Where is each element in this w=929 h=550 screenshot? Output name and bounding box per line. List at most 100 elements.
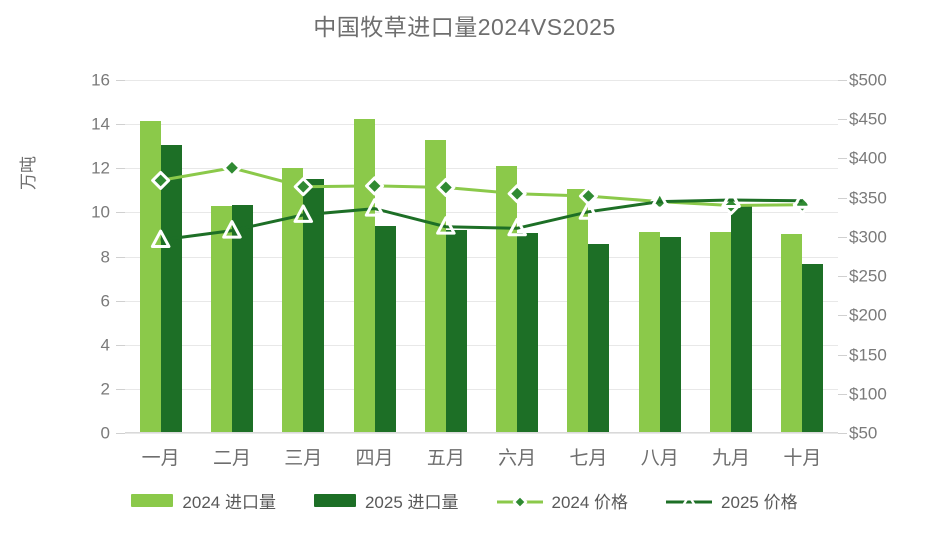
plot-area [116,80,847,434]
y2-axis-tick [838,119,847,121]
y2-axis-tick-label: $350 [849,188,887,208]
gridline [125,80,838,81]
triangle-marker-icon[interactable] [792,190,813,209]
bar-group [553,80,624,433]
y-axis-tick-label: 16 [91,70,110,90]
y2-axis-tick [838,433,847,434]
bar[interactable] [710,232,732,433]
y2-axis-tick-label: $200 [849,305,887,325]
y-axis-tick-label: 10 [91,202,110,222]
diamond-marker-icon[interactable] [436,177,456,197]
x-axis-tick-label: 五月 [426,448,465,469]
bar[interactable] [303,179,325,433]
diamond-marker-icon[interactable] [151,170,171,190]
chart-legend: 2024 进口量 2025 进口量 2024 价格 2025 价格 [0,488,929,513]
triangle-marker-icon[interactable] [364,198,385,217]
x-axis-tick-label: 二月 [212,448,251,469]
x-axis-tick-label: 三月 [284,448,323,469]
y-axis-tick [116,388,125,390]
y2-axis-tick-label: $50 [849,423,878,443]
gridline [125,388,838,390]
x-axis-tick-label: 一月 [141,448,180,469]
y2-axis-tick [838,197,847,199]
x-axis-line [125,432,838,433]
y-axis-left-labels: 0 2 4 6 8 10 12 14 16 [64,72,110,442]
legend-label: 2025 价格 [721,493,798,512]
gridline [125,344,838,346]
bar[interactable] [659,236,681,433]
bar[interactable] [496,166,518,433]
triangle-marker-icon[interactable] [649,191,670,210]
bar[interactable] [802,264,824,433]
triangle-marker-icon[interactable] [150,229,171,249]
legend-item[interactable]: 2025 价格 [666,488,798,513]
bar-group [481,80,552,433]
y-axis-title: 万吨 [19,156,38,190]
bar[interactable] [424,139,446,433]
triangle-marker-icon[interactable] [436,216,456,235]
bar[interactable] [781,234,803,433]
triangle-marker-icon[interactable] [721,189,741,208]
bar-group [268,80,339,433]
diamond-marker-icon[interactable] [365,176,385,196]
gridline [125,256,838,258]
y2-axis-tick-label: $150 [849,345,887,365]
bar[interactable] [517,233,539,433]
bar[interactable] [374,225,396,433]
bar[interactable] [139,120,161,433]
gridline [125,168,838,170]
triangle-marker-icon[interactable] [293,204,314,223]
triangle-marker-icon[interactable] [578,201,599,220]
y2-axis-tick [838,393,847,395]
x-axis-tick-label: 八月 [640,448,679,469]
bar[interactable] [231,204,253,433]
triangle-marker-icon[interactable] [222,220,242,239]
diamond-marker-icon[interactable] [507,184,527,204]
bar-group [767,80,838,433]
y-axis-tick [116,433,125,434]
x-axis-tick-label: 九月 [712,448,751,469]
legend-item[interactable]: 2024 进口量 [131,488,276,513]
y2-axis-tick-label: $500 [849,70,887,90]
y2-axis-tick-label: $450 [849,109,887,129]
bar[interactable] [210,205,232,433]
legend-bar-swatch-icon [313,494,356,507]
y-axis-tick-label: 12 [91,158,110,178]
gridline [125,124,838,126]
bar[interactable] [731,205,753,433]
bar-group [695,80,766,433]
y-axis-tick [116,80,125,81]
bar[interactable] [567,189,589,433]
bar-group [339,80,410,433]
y2-axis-tick [838,158,847,160]
diamond-marker-icon[interactable] [293,177,313,197]
bar[interactable] [353,118,375,433]
x-axis-labels: 一月 二月 三月 四月 五月 六月 七月 八月 九月 十月 [125,443,838,473]
legend-diamond-line-icon [496,494,543,509]
x-axis-tick-label: 四月 [355,448,394,469]
y2-axis-tick-label: $250 [849,266,887,286]
gridline [125,433,838,434]
line-path [160,166,803,208]
y-axis-tick-label: 8 [100,247,110,266]
bar[interactable] [588,244,610,433]
bar[interactable] [160,145,182,433]
legend-item[interactable]: 2025 进口量 [313,488,459,513]
diamond-marker-icon[interactable] [222,158,242,178]
bar-group [125,80,196,433]
bar[interactable] [638,232,660,433]
legend-triangle-line-icon [666,494,713,508]
y-axis-tick-label: 6 [100,291,110,311]
gridline [125,212,838,214]
legend-item[interactable]: 2024 价格 [496,488,629,513]
y2-axis-tick-label: $100 [849,384,887,404]
y2-axis-tick [838,236,847,238]
bar[interactable] [445,230,467,433]
x-axis-tick-label: 七月 [569,448,608,469]
bar[interactable] [282,168,304,433]
y-axis-tick [116,168,125,170]
legend-label: 2024 进口量 [182,493,276,512]
gridline [125,300,838,302]
triangle-marker-icon[interactable] [507,217,527,237]
legend-label: 2024 价格 [551,493,629,512]
